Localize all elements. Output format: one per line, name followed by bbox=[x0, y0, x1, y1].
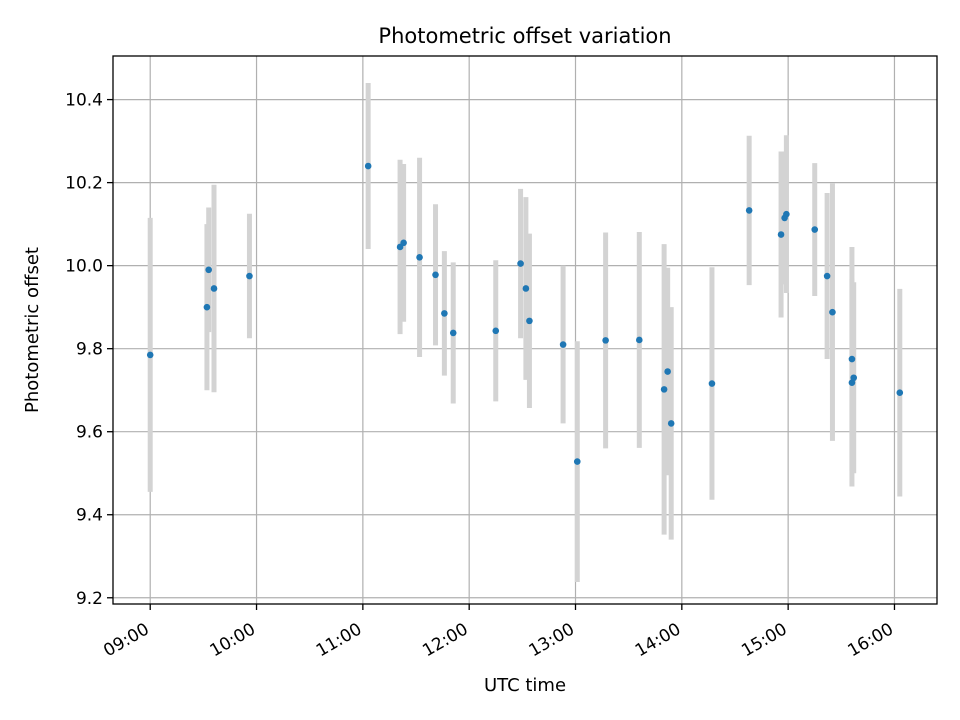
data-point bbox=[745, 207, 753, 214]
data-point bbox=[829, 308, 836, 316]
data-point bbox=[602, 337, 609, 344]
plot-frame bbox=[112, 55, 938, 605]
x-tick-label: 12:00 bbox=[419, 619, 471, 661]
data-point bbox=[517, 260, 524, 267]
data-point bbox=[664, 368, 671, 375]
y-axis-label: Photometric offset bbox=[22, 247, 43, 413]
data-point bbox=[210, 285, 218, 292]
data-point bbox=[432, 271, 439, 279]
x-tick-label: 15:00 bbox=[738, 619, 790, 661]
data-point bbox=[205, 266, 212, 274]
data-point bbox=[848, 379, 856, 387]
y-tick-label: 9.6 bbox=[76, 423, 103, 443]
data-point bbox=[203, 303, 211, 311]
x-tick-label: 14:00 bbox=[632, 619, 684, 661]
data-point bbox=[559, 341, 567, 348]
data-point bbox=[573, 458, 581, 465]
x-tick-label: 09:00 bbox=[100, 619, 152, 661]
data-point bbox=[783, 210, 790, 218]
x-axis-label: UTC time bbox=[484, 675, 566, 696]
data-point bbox=[823, 272, 831, 280]
data-point bbox=[246, 272, 253, 280]
data-point bbox=[777, 231, 785, 238]
y-axis: 9.2 9.4 9.6 9.8 10.0 10.2 10.4 bbox=[65, 91, 113, 609]
error-bars bbox=[147, 82, 903, 582]
y-tick-label: 9.8 bbox=[76, 340, 103, 360]
x-tick-label: 13:00 bbox=[526, 619, 578, 661]
y-tick-label: 9.4 bbox=[76, 506, 103, 526]
data-point bbox=[635, 336, 643, 344]
data-points bbox=[146, 162, 904, 465]
data-point bbox=[896, 389, 904, 396]
data-point bbox=[522, 285, 530, 292]
x-tick-label: 16:00 bbox=[845, 619, 897, 661]
x-tick-label: 10:00 bbox=[207, 619, 259, 661]
data-point bbox=[441, 310, 448, 317]
data-point bbox=[660, 386, 668, 393]
data-point bbox=[848, 355, 856, 363]
data-point bbox=[708, 380, 716, 387]
data-point bbox=[416, 254, 423, 261]
data-point bbox=[146, 351, 154, 359]
data-point bbox=[492, 327, 500, 335]
x-axis: 09:00 10:00 11:00 12:00 13:00 14:00 15:00 16:00 bbox=[100, 604, 897, 661]
data-point bbox=[850, 374, 858, 382]
y-tick-label: 10.4 bbox=[65, 91, 103, 111]
data-point bbox=[400, 239, 407, 247]
y-tick-label: 10.2 bbox=[65, 174, 103, 194]
chart-title: Photometric offset variation bbox=[378, 24, 671, 48]
data-point bbox=[526, 317, 533, 325]
data-point bbox=[811, 226, 819, 233]
x-tick-label: 11:00 bbox=[313, 619, 365, 661]
data-point bbox=[364, 162, 372, 170]
y-tick-label: 9.2 bbox=[76, 589, 103, 609]
data-point bbox=[449, 329, 457, 337]
y-tick-label: 10.0 bbox=[65, 257, 103, 277]
data-point bbox=[667, 420, 675, 427]
